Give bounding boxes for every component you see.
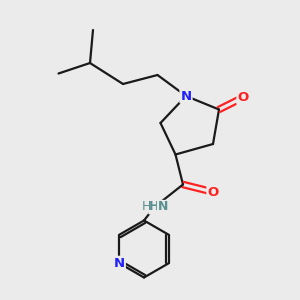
- Text: N: N: [114, 257, 125, 270]
- Text: O: O: [237, 91, 249, 104]
- Text: N: N: [158, 200, 168, 214]
- Text: O: O: [207, 185, 219, 199]
- Text: H: H: [149, 200, 160, 214]
- Text: H: H: [142, 200, 152, 214]
- Text: N: N: [180, 89, 192, 103]
